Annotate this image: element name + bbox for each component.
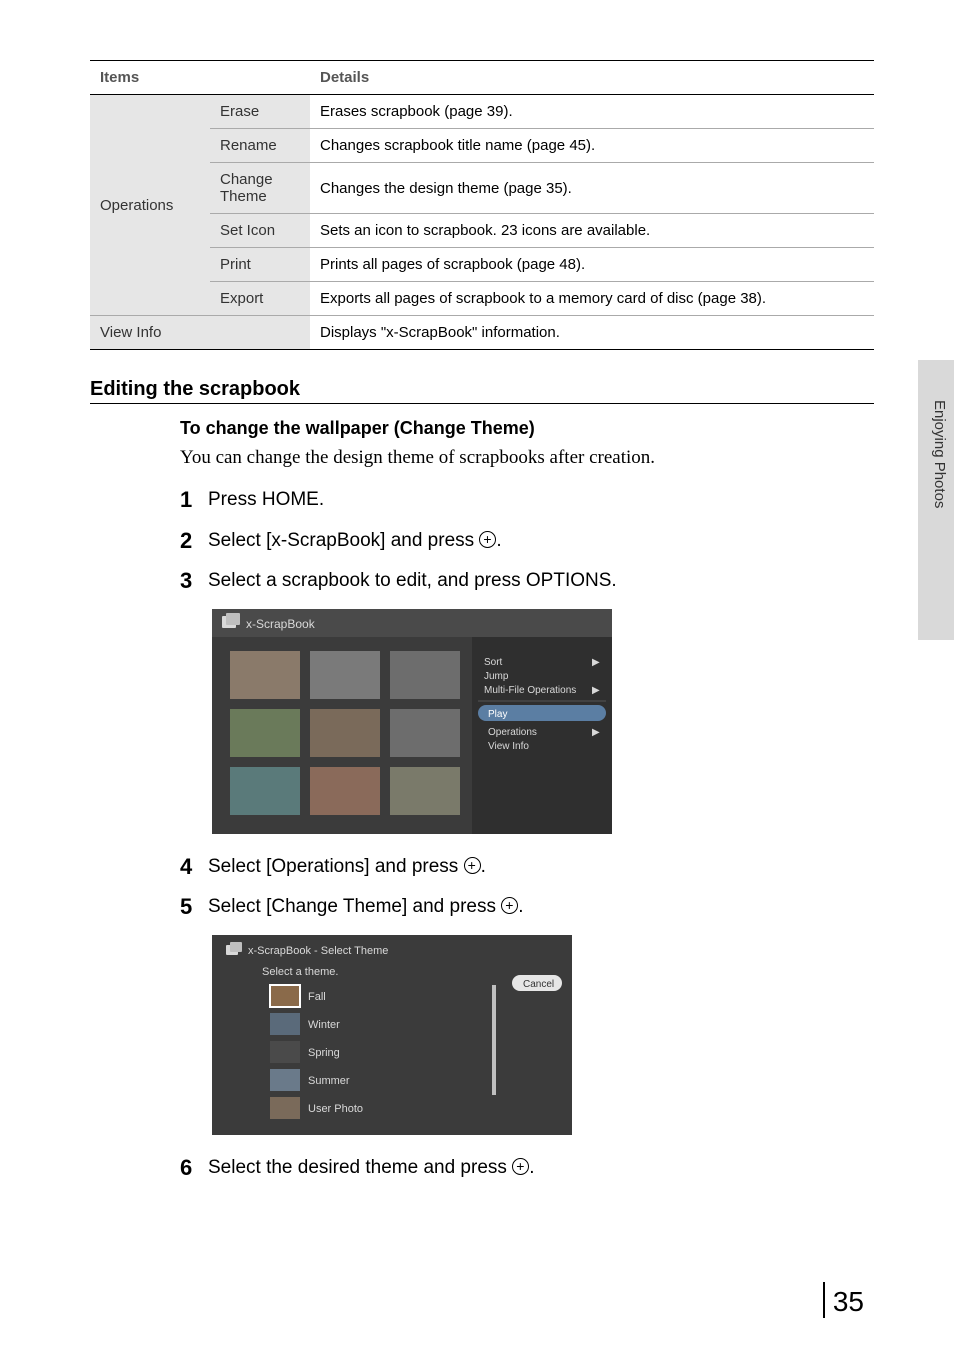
row-seticon-detail: Sets an icon to scrapbook. 23 icons are … [310, 214, 874, 248]
step-4-text: Select [Operations] and press . [208, 854, 486, 881]
step-6-a: Select the desired theme and press [208, 1157, 512, 1178]
step-4-a: Select [Operations] and press [208, 856, 464, 877]
step-5-num: 5 [180, 894, 208, 920]
subheading: To change the wallpaper (Change Theme) [180, 418, 874, 439]
svg-text:Cancel: Cancel [523, 979, 554, 990]
svg-text:Sort: Sort [484, 657, 503, 668]
svg-text:▶: ▶ [592, 685, 600, 696]
step-2-b: . [496, 530, 501, 551]
svg-text:Summer: Summer [308, 1075, 350, 1087]
row-seticon-label: Set Icon [210, 214, 310, 248]
enter-icon [464, 857, 481, 874]
svg-text:Winter: Winter [308, 1019, 340, 1031]
svg-text:User Photo: User Photo [308, 1103, 363, 1115]
spec-table: Items Details Operations Erase Erases sc… [90, 60, 874, 350]
step-6: 6 Select the desired theme and press . [180, 1155, 874, 1182]
row-erase-detail: Erases scrapbook (page 39). [310, 95, 874, 129]
row-export-label: Export [210, 282, 310, 316]
row-viewinfo-label: View Info [90, 316, 310, 350]
step-6-b: . [529, 1157, 534, 1178]
svg-text:x-ScrapBook - Select Theme: x-ScrapBook - Select Theme [248, 945, 388, 957]
step-1-num: 1 [180, 487, 208, 513]
svg-text:Play: Play [488, 709, 507, 720]
col-details: Details [310, 61, 874, 95]
row-changetheme-detail: Changes the design theme (page 35). [310, 163, 874, 214]
step-5-text: Select [Change Theme] and press . [208, 894, 524, 921]
step-5-b: . [518, 896, 523, 917]
svg-text:▶: ▶ [592, 657, 600, 668]
step-2: 2 Select [x-ScrapBook] and press . [180, 528, 874, 555]
row-changetheme-label: Change Theme [210, 163, 310, 214]
footer: 35 [823, 1282, 864, 1318]
footer-bar [823, 1282, 825, 1318]
intro-text: You can change the design theme of scrap… [180, 447, 874, 469]
row-print-detail: Prints all pages of scrapbook (page 48). [310, 248, 874, 282]
svg-text:Operations: Operations [488, 727, 537, 738]
side-tab: Enjoying Photos [918, 360, 954, 640]
svg-text:Select a theme.: Select a theme. [262, 966, 338, 978]
step-6-num: 6 [180, 1155, 208, 1181]
enter-icon [512, 1158, 529, 1175]
step-3-num: 3 [180, 568, 208, 594]
svg-text:x-ScrapBook: x-ScrapBook [246, 617, 316, 631]
svg-text:Spring: Spring [308, 1047, 340, 1059]
step-3: 3 Select a scrapbook to edit, and press … [180, 568, 874, 595]
screenshot-select-theme: x-ScrapBook - Select Theme Select a them… [212, 935, 874, 1135]
svg-text:Fall: Fall [308, 991, 326, 1003]
step-3-text: Select a scrapbook to edit, and press OP… [208, 568, 617, 595]
row-viewinfo-detail: Displays "x-ScrapBook" information. [310, 316, 874, 350]
svg-text:▶: ▶ [592, 727, 600, 738]
enter-icon [501, 897, 518, 914]
row-rename-label: Rename [210, 129, 310, 163]
step-1: 1 Press HOME. [180, 487, 874, 514]
page-number: 35 [833, 1286, 864, 1318]
step-2-a: Select [x-ScrapBook] and press [208, 530, 479, 551]
col-items: Items [90, 61, 310, 95]
svg-text:View Info: View Info [488, 741, 529, 752]
row-export-detail: Exports all pages of scrapbook to a memo… [310, 282, 874, 316]
row-rename-detail: Changes scrapbook title name (page 45). [310, 129, 874, 163]
section-heading: Editing the scrapbook [90, 378, 874, 404]
step-4-b: . [481, 856, 486, 877]
step-6-text: Select the desired theme and press . [208, 1155, 534, 1182]
step-2-num: 2 [180, 528, 208, 554]
svg-text:Jump: Jump [484, 671, 509, 682]
step-4-num: 4 [180, 854, 208, 880]
screenshot-scrapbook-grid: x-ScrapBook Sort ▶ Jump [212, 609, 874, 834]
step-1-text: Press HOME. [208, 487, 324, 514]
row-erase-label: Erase [210, 95, 310, 129]
step-2-text: Select [x-ScrapBook] and press . [208, 528, 502, 555]
step-5: 5 Select [Change Theme] and press . [180, 894, 874, 921]
svg-text:Multi-File Operations: Multi-File Operations [484, 685, 576, 696]
step-4: 4 Select [Operations] and press . [180, 854, 874, 881]
group-operations: Operations [90, 95, 210, 316]
enter-icon [479, 531, 496, 548]
step-5-a: Select [Change Theme] and press [208, 896, 501, 917]
row-print-label: Print [210, 248, 310, 282]
side-tab-label: Enjoying Photos [931, 400, 948, 508]
